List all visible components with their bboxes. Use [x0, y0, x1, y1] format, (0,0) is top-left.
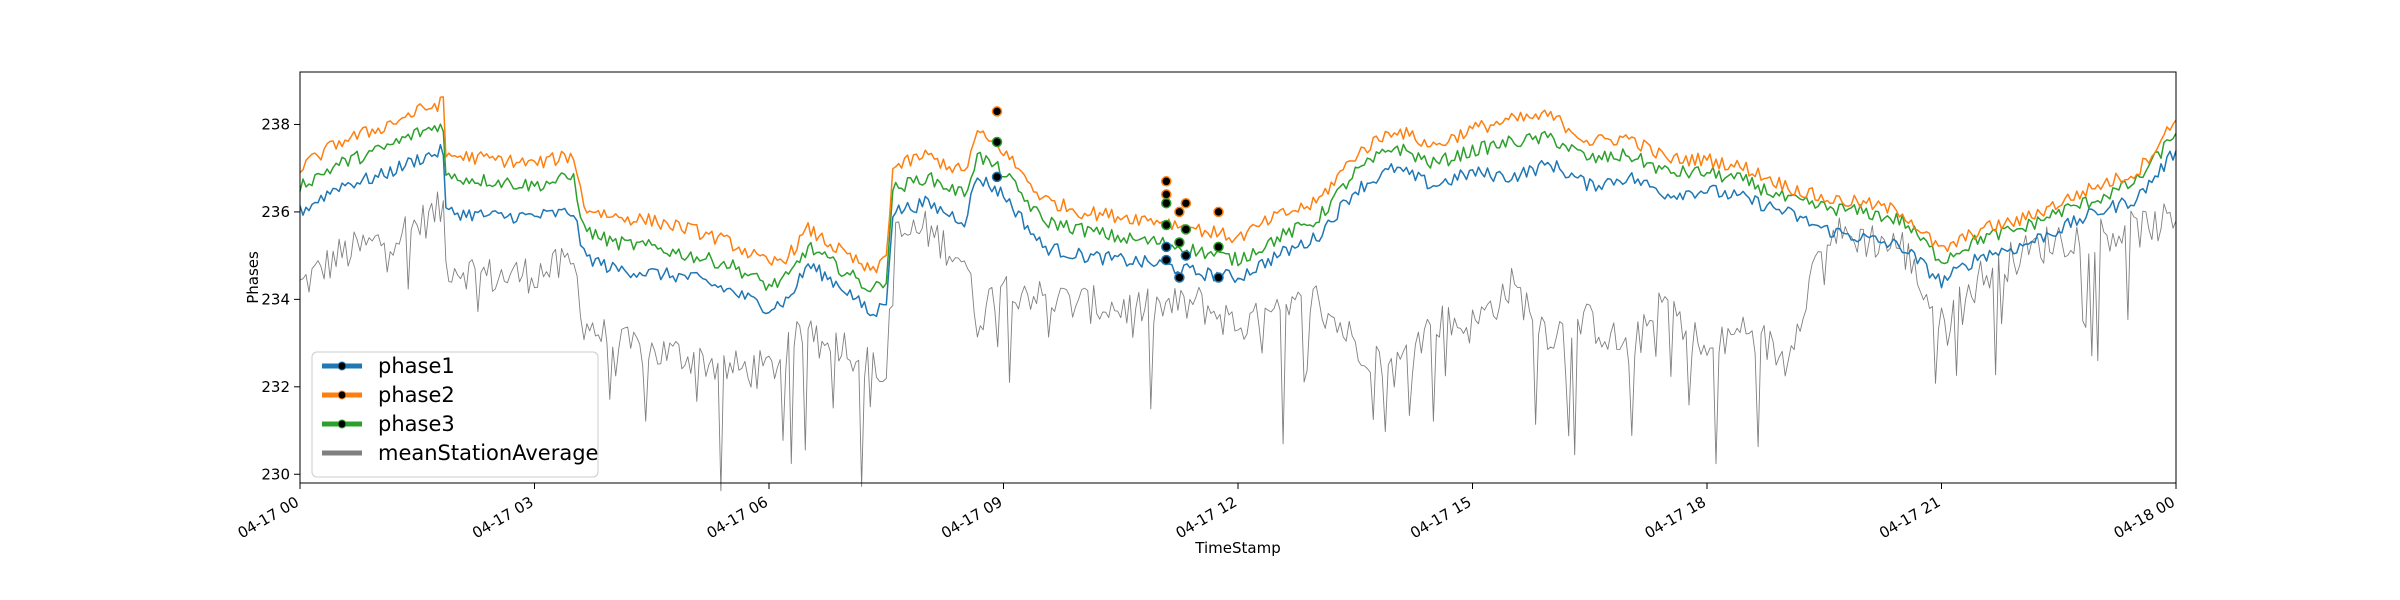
marker-phase3-4 [1180, 224, 1192, 235]
marker-phase2-4 [1180, 197, 1192, 209]
marker-phase2-1 [1161, 176, 1172, 187]
y-axis: 230 232 234 236 238 [261, 115, 300, 483]
marker-phase1-5 [1213, 272, 1224, 283]
legend-marker-phase3 [337, 419, 347, 429]
marker-phase3-1 [1161, 197, 1172, 209]
marker-phase2-5 [1213, 206, 1224, 218]
marker-phase3-3 [1174, 237, 1185, 248]
marker-phase3-2 [1161, 219, 1172, 231]
x-axis-label: TimeStamp [1194, 539, 1280, 557]
marker-phase3-5 [1213, 241, 1224, 253]
legend: phase1 phase2 phase3 meanStationAverage [311, 351, 599, 478]
marker-phase3-0 [991, 136, 1003, 148]
marker-phase1-3 [1174, 272, 1185, 283]
marker-phase2-2 [1161, 189, 1172, 200]
series-layer [299, 96, 2177, 492]
y-tick-label-1: 232 [261, 378, 290, 396]
marker-phase2-3 [1174, 206, 1185, 218]
y-axis-label: Phases [244, 251, 262, 304]
series-line-meanStationAverage [299, 191, 2177, 492]
marker-layer [991, 106, 1224, 283]
y-tick-label-3: 236 [261, 203, 290, 221]
legend-marker-phase1 [337, 361, 347, 371]
y-tick-label-2: 234 [261, 290, 290, 308]
legend-label-phase3: phase3 [378, 412, 455, 436]
series-line-phase2 [299, 96, 2177, 274]
legend-marker-phase2 [337, 390, 347, 400]
legend-label-phase1: phase1 [378, 354, 455, 378]
legend-label-phase2: phase2 [378, 383, 455, 407]
series-line-phase1 [299, 143, 2177, 318]
marker-phase1-0 [991, 171, 1003, 183]
y-tick-label-4: 238 [261, 115, 290, 133]
y-tick-label-0: 230 [261, 465, 290, 483]
marker-phase1-2 [1161, 254, 1172, 266]
marker-phase1-1 [1161, 241, 1172, 253]
series-line-phase3 [299, 123, 2177, 293]
marker-phase2-0 [991, 106, 1003, 117]
legend-label-meanStationAverage: meanStationAverage [378, 441, 598, 465]
legend-box [311, 351, 599, 478]
marker-phase1-4 [1180, 250, 1192, 261]
